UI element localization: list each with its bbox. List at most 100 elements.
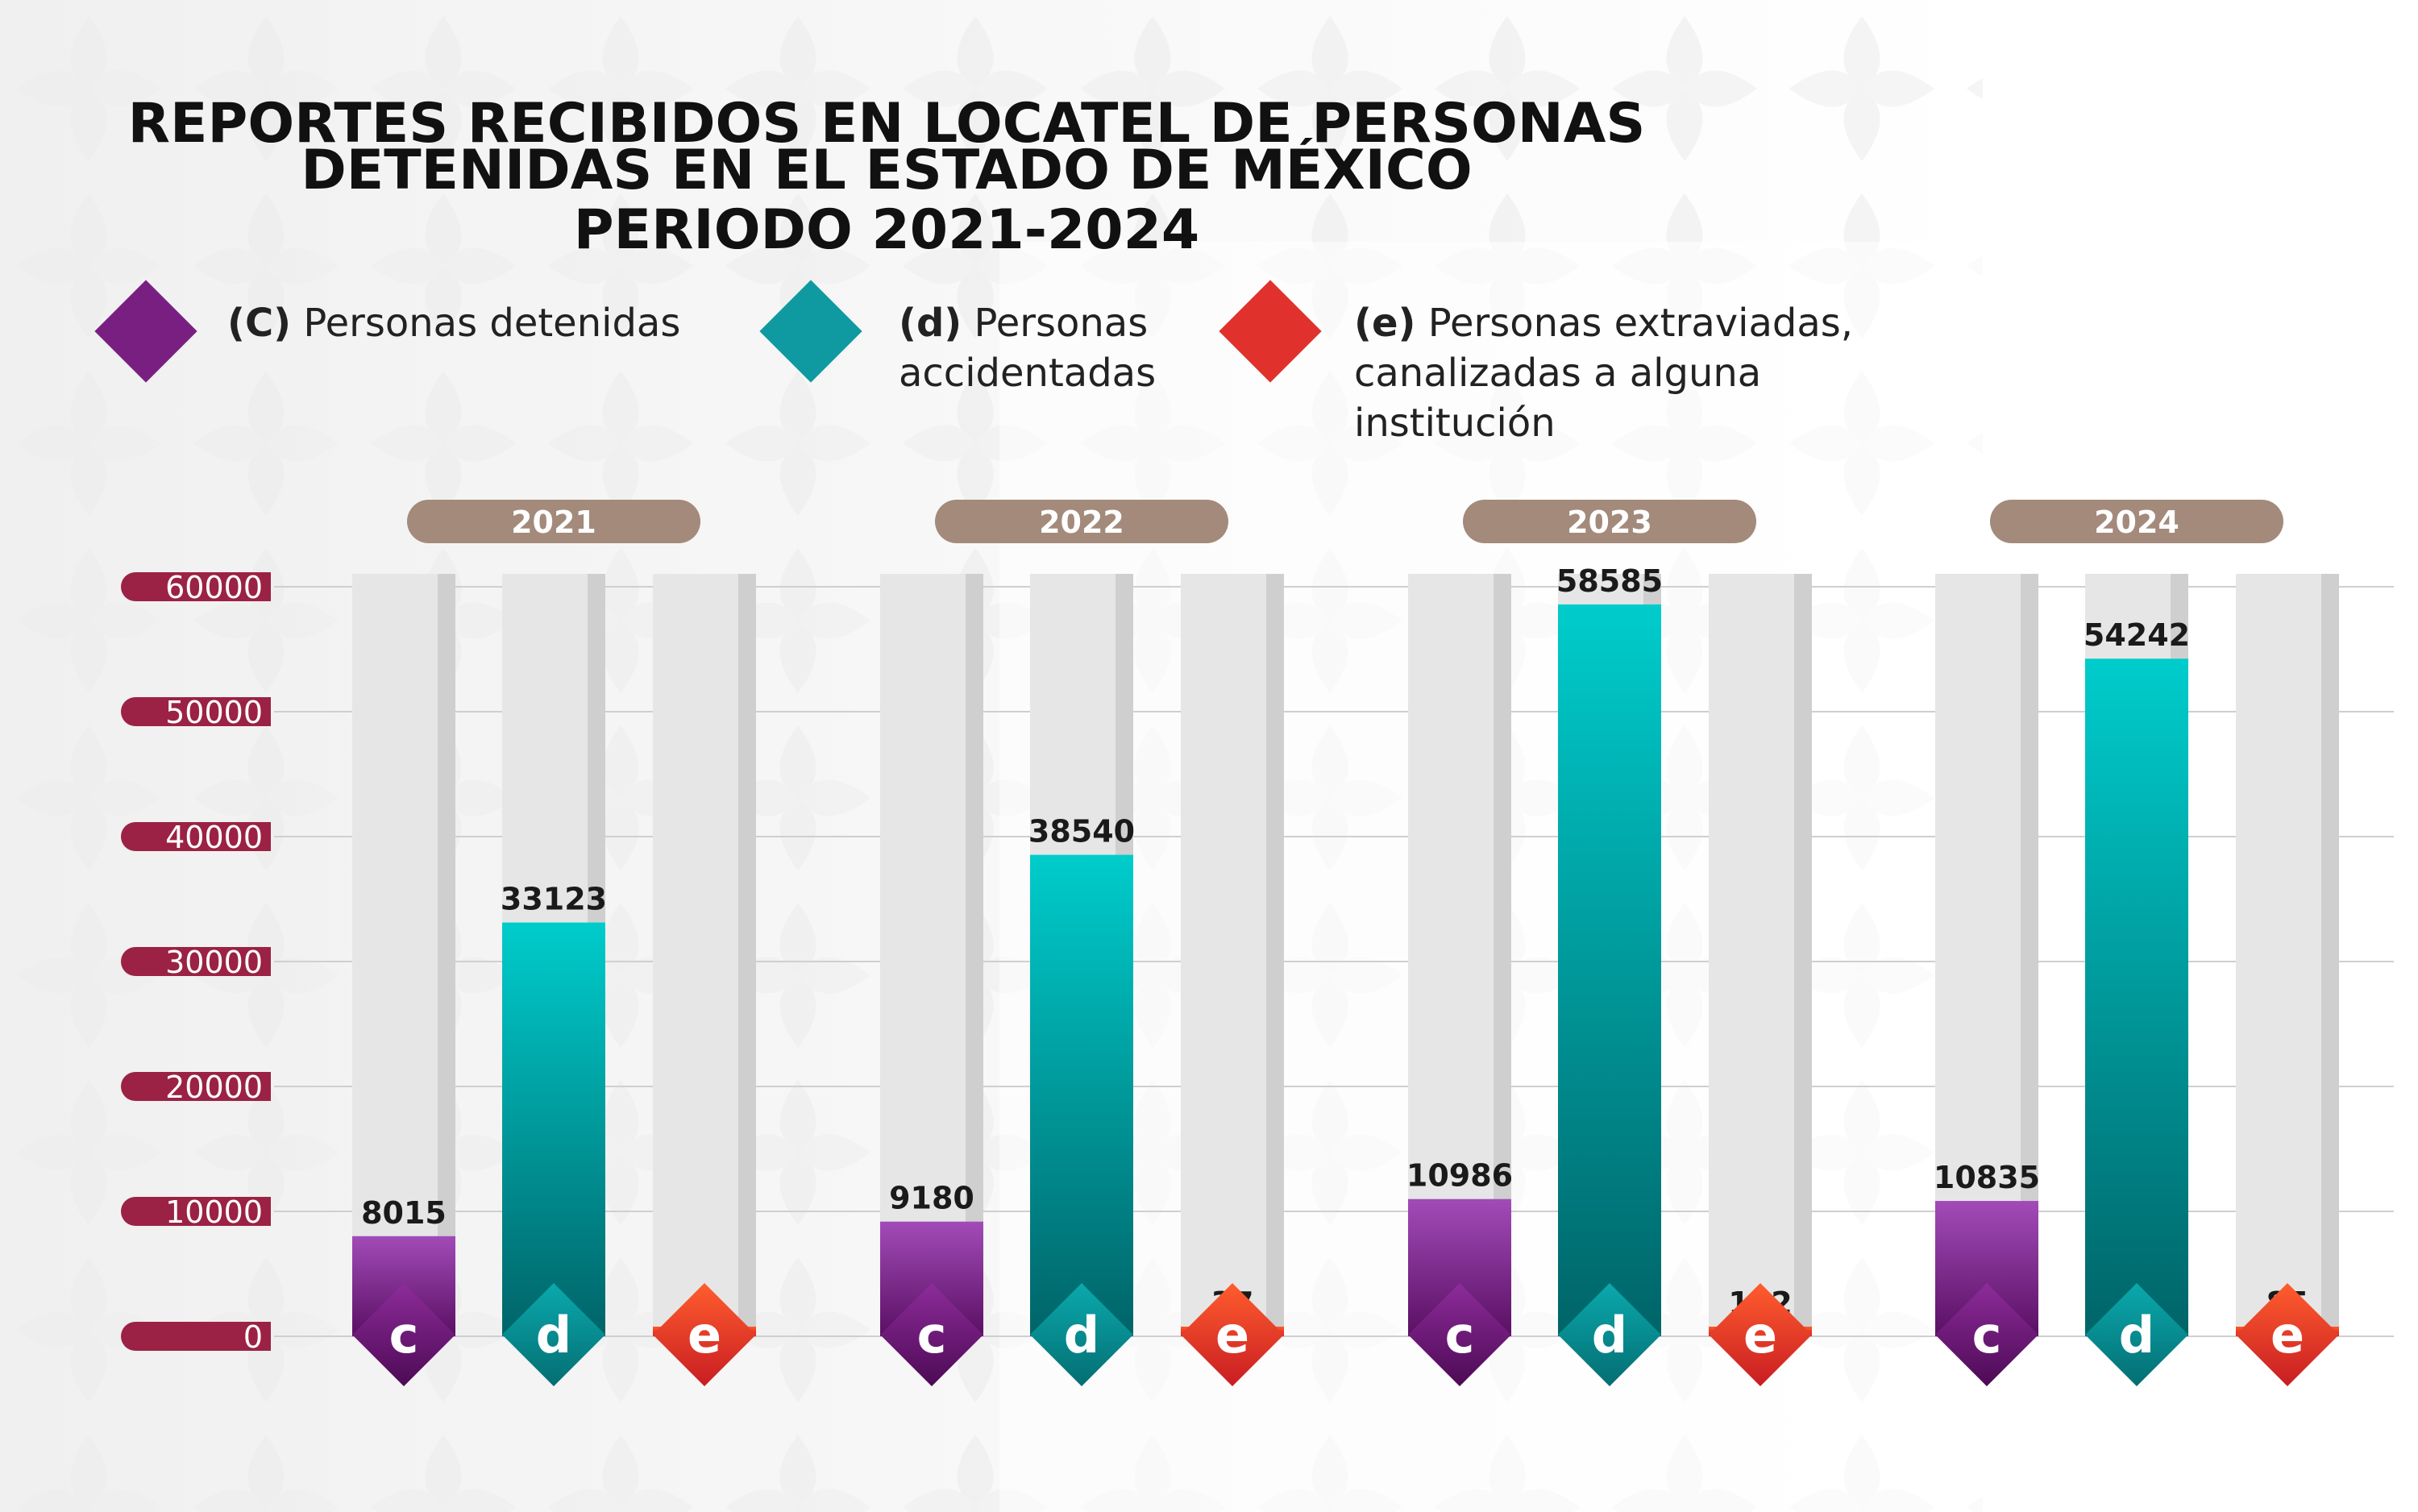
bar-c-2023: 10986 c xyxy=(1406,574,1513,1386)
chart-title-line-1: REPORTES RECIBIDOS EN LOCATEL DE PERSONA… xyxy=(127,92,1646,156)
bar-fill xyxy=(1030,854,1133,1336)
diamond-letter: c xyxy=(1972,1306,2002,1365)
bar-track-shadow xyxy=(1494,574,1511,1336)
diamond-letter: e xyxy=(688,1306,721,1365)
diamond-icon xyxy=(653,1283,756,1386)
bar-d-2022: 38540 d xyxy=(1028,574,1135,1386)
y-tick-label: 60000 xyxy=(165,570,263,605)
bar-track-shadow xyxy=(2321,574,2339,1336)
bar-c-2024: 10835 c xyxy=(1934,574,2040,1386)
legend-label-d: Personas accidentadas xyxy=(899,301,1157,396)
bar-value-label: 8015 xyxy=(361,1195,447,1231)
legend-label-e: Personas extraviadas, canalizadas a algu… xyxy=(1354,301,1854,446)
y-tick-pill xyxy=(121,1322,271,1351)
y-tick-label: 10000 xyxy=(165,1194,263,1230)
bar-track-shadow xyxy=(966,574,983,1336)
diamond-letter: c xyxy=(389,1306,419,1365)
diamond-letter: d xyxy=(536,1306,571,1365)
y-tick: 30000 xyxy=(121,945,271,980)
y-tick: 50000 xyxy=(121,695,271,730)
diamond-icon xyxy=(352,1283,455,1386)
year-badge: 2021 xyxy=(407,500,700,543)
year-badge-label: 2022 xyxy=(1039,505,1124,540)
diamond-letter: d xyxy=(1592,1306,1627,1365)
year-badge: 2022 xyxy=(935,500,1228,543)
legend-text-d: (d) Personas accidentadas xyxy=(899,298,1189,398)
diamond-letter: e xyxy=(1215,1306,1249,1365)
legend-key-c: (C) xyxy=(227,301,292,346)
year-badge-label: 2024 xyxy=(2094,505,2179,540)
gridlines xyxy=(274,586,2394,1337)
bar-track-shadow xyxy=(2021,574,2038,1336)
bar-value-label: 58585 xyxy=(1556,563,1663,599)
y-tick: 60000 xyxy=(121,570,271,605)
year-badge: 2023 xyxy=(1463,500,1756,543)
chart-title-line-2: DETENIDAS EN EL ESTADO DE MÉXICO xyxy=(301,139,1473,202)
year-badge-label: 2023 xyxy=(1567,505,1652,540)
diamond-letter: e xyxy=(2271,1306,2304,1365)
legend-text-e: (e) Personas extraviadas, canalizadas a … xyxy=(1354,298,1934,448)
diamond-icon xyxy=(880,1283,983,1386)
diamond-icon xyxy=(1030,1283,1133,1386)
y-tick-pill xyxy=(121,822,271,851)
y-tick: 0 xyxy=(121,1319,271,1355)
y-tick-pill xyxy=(121,947,271,976)
diamond-icon xyxy=(1935,1283,2038,1386)
diamond-icon xyxy=(2236,1283,2339,1386)
diamond-letter: c xyxy=(1445,1306,1475,1365)
y-tick: 40000 xyxy=(121,820,271,855)
bar-track-shadow xyxy=(1794,574,1812,1336)
bar-fill xyxy=(1558,604,1661,1336)
diamond-icon xyxy=(1408,1283,1511,1386)
bar-track-shadow xyxy=(1266,574,1284,1336)
bar-d-2023: 58585 d xyxy=(1556,563,1663,1386)
bar-c-2021: 8015 c xyxy=(352,574,455,1386)
year-badge-pill xyxy=(935,500,1228,543)
year-badge-pill xyxy=(407,500,700,543)
year-badge: 2024 xyxy=(1990,500,2283,543)
y-tick-label: 20000 xyxy=(165,1070,263,1105)
bar-fill xyxy=(502,922,605,1336)
diamond-icon xyxy=(1709,1283,1812,1386)
y-tick-label: 0 xyxy=(243,1319,263,1355)
legend-key-d: (d) xyxy=(899,301,962,346)
bar-value-label: 38540 xyxy=(1028,814,1135,849)
y-axis: 0 10000 20000 30000 40000 50000 60000 xyxy=(121,570,271,1355)
diamond-icon xyxy=(1558,1283,1661,1386)
year-badge-label: 2021 xyxy=(511,505,596,540)
diamond-letter: c xyxy=(917,1306,947,1365)
diamond-letter: d xyxy=(2119,1306,2154,1365)
bar-track-shadow xyxy=(738,574,756,1336)
y-tick-pill xyxy=(121,572,271,601)
bar-value-label: 10986 xyxy=(1406,1158,1513,1194)
y-tick-label: 50000 xyxy=(165,695,263,730)
diamond-letter: e xyxy=(1743,1306,1777,1365)
y-tick: 10000 xyxy=(121,1194,271,1230)
diamond-letter: d xyxy=(1064,1306,1099,1365)
legend-text-c: (C) Personas detenidas xyxy=(227,298,840,348)
year-badges: 2021 2022 2023 2024 xyxy=(407,500,2283,543)
y-tick-pill xyxy=(121,1072,271,1101)
bar-e-2022: 37e xyxy=(1181,574,1284,1386)
y-tick-label: 40000 xyxy=(165,820,263,855)
bar-track-shadow xyxy=(438,574,455,1336)
chart-title-line-3: PERIODO 2021-2024 xyxy=(573,198,1200,262)
diamond-icon xyxy=(502,1283,605,1386)
diamond-icon xyxy=(2085,1283,2188,1386)
bar-value-label: 54242 xyxy=(2084,617,2190,653)
bar-value-label: 9180 xyxy=(889,1181,974,1216)
bar-e-2024: 85e xyxy=(2236,574,2339,1386)
y-tick: 20000 xyxy=(121,1070,271,1105)
bar-c-2022: 9180 c xyxy=(880,574,983,1386)
year-badge-pill xyxy=(1990,500,2283,543)
bar-d-2021: 33123 d xyxy=(501,574,607,1386)
year-badge-pill xyxy=(1463,500,1756,543)
diamond-icon xyxy=(1181,1283,1284,1386)
bars: 8015 c 9180 c 10986 c 10835 c 33123 d 38540 d 58585 d… xyxy=(352,563,2339,1386)
bar-value-label: 33123 xyxy=(501,882,607,917)
bar-value-label: 10835 xyxy=(1934,1160,2040,1195)
bar-e-2021: 6e xyxy=(653,574,756,1386)
y-tick-pill xyxy=(121,1197,271,1226)
bar-fill xyxy=(2085,658,2188,1336)
